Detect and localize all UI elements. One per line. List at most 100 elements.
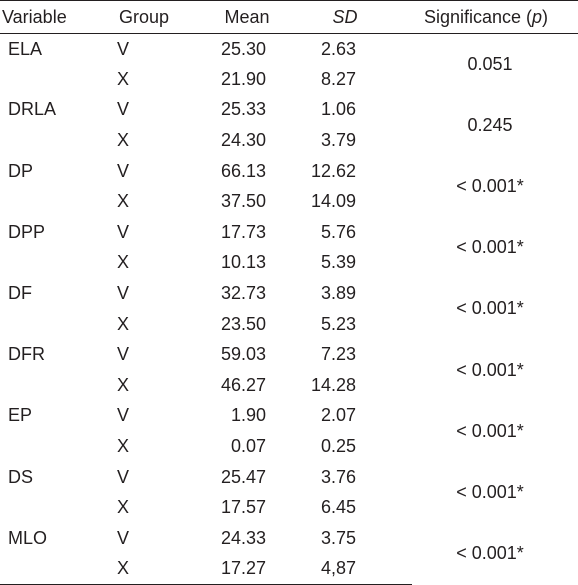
group-cell: V bbox=[116, 221, 129, 242]
mean-cell: 17.73 bbox=[220, 221, 266, 242]
table-row: DFR V 59.03 7.23 < 0.001* bbox=[0, 339, 578, 379]
group-cell: V bbox=[116, 527, 129, 548]
mean-cell: 25.47 bbox=[220, 466, 266, 487]
mean-cell: 66.13 bbox=[220, 160, 266, 181]
variable-cell: DFR bbox=[8, 344, 45, 365]
variable-cell: ELA bbox=[8, 38, 43, 59]
sd-cell: 14.09 bbox=[310, 191, 356, 212]
group-cell: V bbox=[116, 466, 129, 487]
table-row: X 0.07 0.25 bbox=[0, 431, 578, 462]
group-cell: X bbox=[116, 313, 129, 334]
mean-cell: 24.33 bbox=[220, 527, 266, 548]
table-row: MLO V 24.33 3.75 < 0.001* bbox=[0, 523, 578, 563]
group-cell: V bbox=[116, 38, 129, 59]
group-cell: X bbox=[116, 191, 129, 212]
header-row: Variable Group Mean SD Significance (p) bbox=[0, 0, 578, 34]
group-cell: X bbox=[116, 130, 129, 151]
header-significance: Significance (p) bbox=[412, 0, 578, 34]
sd-cell: 4,87 bbox=[306, 553, 412, 585]
group-cell: V bbox=[116, 160, 129, 181]
variable-cell: DS bbox=[8, 466, 34, 487]
group-cell: V bbox=[116, 283, 129, 304]
table-row: DRLA V 25.33 1.06 0.245 bbox=[0, 95, 578, 134]
table-row: X 37.50 14.09 bbox=[0, 186, 578, 217]
mean-cell: 21.90 bbox=[220, 68, 266, 89]
table-row: X 21.90 8.27 bbox=[0, 64, 578, 95]
header-significance-suffix: ) bbox=[542, 6, 549, 27]
group-cell: X bbox=[116, 252, 129, 273]
sd-cell: 3.89 bbox=[320, 283, 356, 304]
group-cell: V bbox=[116, 99, 129, 120]
table-row: X 10.13 5.39 bbox=[0, 248, 578, 279]
variable-cell: MLO bbox=[8, 527, 48, 548]
sd-cell: 14.28 bbox=[310, 374, 356, 395]
mean-cell: 0.07 bbox=[230, 436, 266, 457]
variable-cell: DRLA bbox=[8, 99, 57, 120]
sd-cell: 7.23 bbox=[320, 344, 356, 365]
table-row: DPP V 17.73 5.76 < 0.001* bbox=[0, 217, 578, 257]
sd-cell: 0.25 bbox=[320, 436, 356, 457]
table-row: DS V 25.47 3.76 < 0.001* bbox=[0, 462, 578, 502]
sd-cell: 6.45 bbox=[320, 497, 356, 518]
variable-cell-empty bbox=[0, 64, 96, 95]
significance-cell: < 0.001* bbox=[456, 298, 524, 319]
significance-cell: 0.051 bbox=[467, 53, 513, 74]
variable-cell-empty bbox=[0, 248, 96, 279]
variable-cell-empty bbox=[0, 309, 96, 340]
header-variable: Variable bbox=[0, 0, 96, 34]
sd-cell: 5.76 bbox=[320, 221, 356, 242]
mean-cell: 1.90 bbox=[230, 405, 266, 426]
mean-cell: 46.27 bbox=[220, 374, 266, 395]
sd-cell: 8.27 bbox=[320, 68, 356, 89]
table-row: X 17.27 4,87 bbox=[0, 553, 578, 585]
header-significance-p: p bbox=[532, 6, 543, 27]
sd-cell: 3.79 bbox=[320, 130, 356, 151]
mean-cell: 32.73 bbox=[220, 283, 266, 304]
group-cell: X bbox=[116, 436, 129, 457]
group-cell: X bbox=[116, 497, 129, 518]
header-group: Group bbox=[96, 0, 196, 34]
sd-cell: 5.39 bbox=[320, 252, 356, 273]
significance-cell: 0.245 bbox=[467, 114, 513, 135]
mean-cell: 25.33 bbox=[220, 99, 266, 120]
variable-cell: EP bbox=[8, 405, 33, 426]
group-cell: X bbox=[96, 553, 196, 585]
sd-cell: 3.76 bbox=[320, 466, 356, 487]
mean-cell: 24.30 bbox=[220, 130, 266, 151]
sd-cell: 12.62 bbox=[310, 160, 356, 181]
significance-cell: < 0.001* bbox=[456, 420, 524, 441]
significance-cell: < 0.001* bbox=[456, 237, 524, 258]
mean-cell: 59.03 bbox=[220, 344, 266, 365]
variable-cell: DPP bbox=[8, 221, 46, 242]
group-cell: X bbox=[116, 374, 129, 395]
header-mean: Mean bbox=[196, 0, 306, 34]
group-cell: V bbox=[116, 344, 129, 365]
variable-cell-empty bbox=[0, 553, 96, 585]
table-row: DF V 32.73 3.89 < 0.001* bbox=[0, 278, 578, 318]
significance-cell: < 0.001* bbox=[456, 359, 524, 380]
table-row: EP V 1.90 2.07 < 0.001* bbox=[0, 401, 578, 440]
mean-cell: 37.50 bbox=[220, 191, 266, 212]
sd-cell: 2.63 bbox=[320, 38, 356, 59]
table-row: X 23.50 5.23 bbox=[0, 309, 578, 340]
header-sd: SD bbox=[306, 0, 412, 34]
significance-cell: < 0.001* bbox=[456, 175, 524, 196]
header-significance-prefix: Significance ( bbox=[423, 6, 533, 27]
mean-cell: 17.57 bbox=[220, 497, 266, 518]
variable-cell-empty bbox=[0, 431, 96, 462]
significance-cell: < 0.001* bbox=[456, 543, 524, 564]
group-cell: X bbox=[116, 68, 129, 89]
table-row: X 17.57 6.45 bbox=[0, 492, 578, 523]
significance-cell: < 0.001* bbox=[456, 481, 524, 502]
mean-cell: 10.13 bbox=[220, 252, 266, 273]
variable-cell-empty bbox=[0, 186, 96, 217]
table-row: ELA V 25.30 2.63 0.051 bbox=[0, 34, 578, 74]
sd-cell: 2.07 bbox=[320, 405, 356, 426]
group-cell: V bbox=[116, 405, 129, 426]
mean-cell: 23.50 bbox=[220, 313, 266, 334]
table-row: X 24.30 3.79 bbox=[0, 125, 578, 156]
variable-cell-empty bbox=[0, 370, 96, 401]
table-row: DP V 66.13 12.62 < 0.001* bbox=[0, 156, 578, 196]
table-row: X 46.27 14.28 bbox=[0, 370, 578, 401]
